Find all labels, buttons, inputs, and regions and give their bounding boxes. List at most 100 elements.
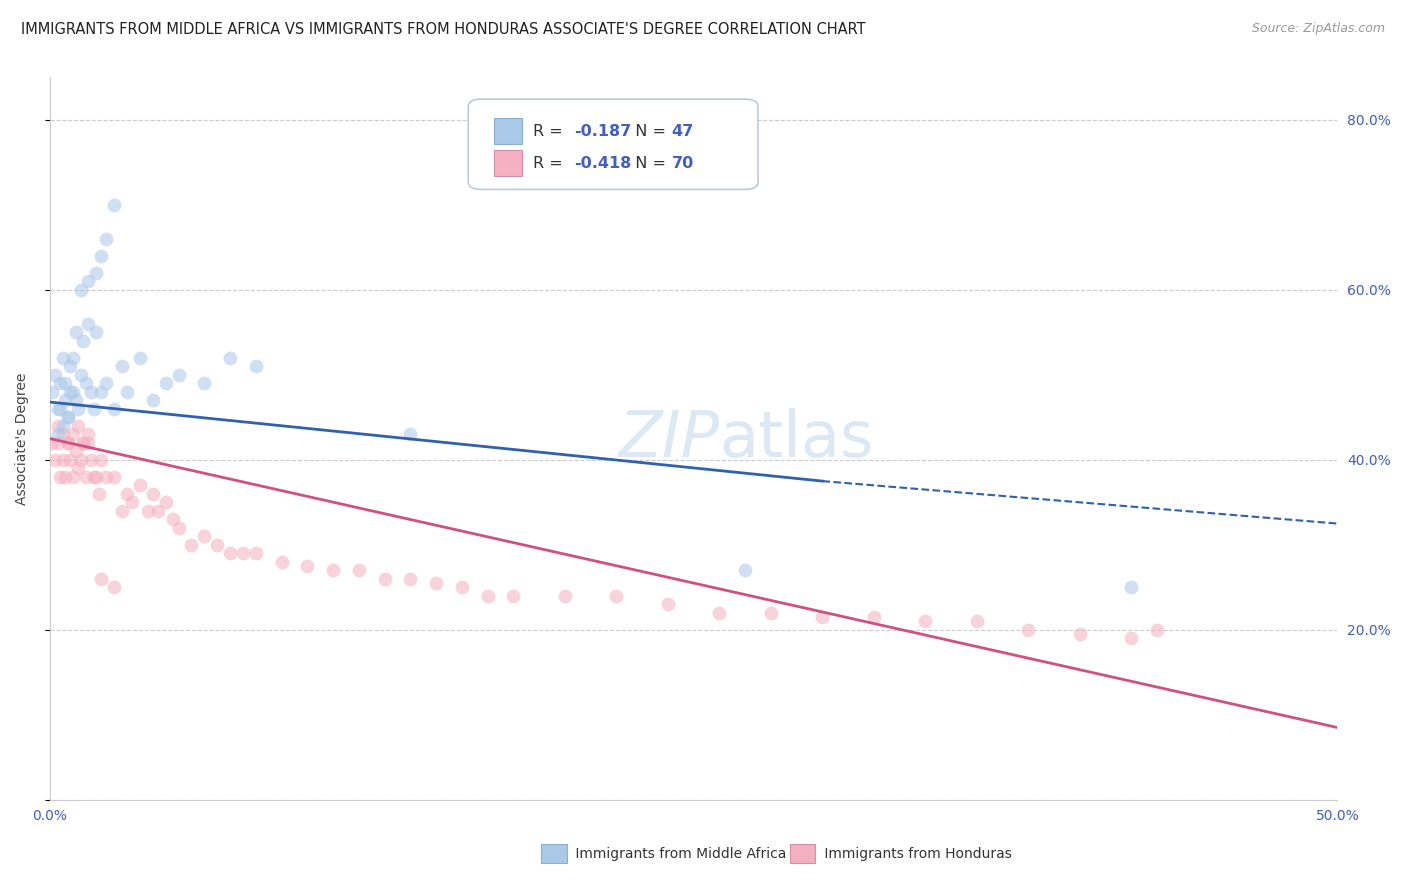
Point bbox=[84, 470, 107, 484]
Text: Source: ZipAtlas.com: Source: ZipAtlas.com bbox=[1251, 22, 1385, 36]
Point bbox=[142, 487, 165, 501]
Point bbox=[62, 384, 84, 399]
Text: IMMIGRANTS FROM MIDDLE AFRICA VS IMMIGRANTS FROM HONDURAS ASSOCIATE'S DEGREE COR: IMMIGRANTS FROM MIDDLE AFRICA VS IMMIGRA… bbox=[21, 22, 866, 37]
Point bbox=[49, 470, 72, 484]
Point bbox=[103, 198, 125, 212]
Point bbox=[103, 401, 125, 416]
Point bbox=[96, 232, 118, 246]
Point bbox=[103, 470, 125, 484]
Point bbox=[1146, 623, 1168, 637]
Point bbox=[67, 461, 90, 475]
Point bbox=[65, 444, 87, 458]
Text: -0.187: -0.187 bbox=[574, 124, 631, 139]
Point bbox=[322, 563, 344, 577]
Point bbox=[245, 359, 267, 374]
Point bbox=[77, 317, 100, 331]
Point bbox=[90, 453, 112, 467]
FancyBboxPatch shape bbox=[494, 150, 523, 177]
Point bbox=[49, 376, 72, 391]
Point bbox=[121, 495, 143, 509]
Point bbox=[450, 580, 472, 594]
Point bbox=[49, 401, 72, 416]
Point bbox=[232, 546, 254, 560]
Point bbox=[46, 418, 69, 433]
Point bbox=[863, 610, 886, 624]
Point bbox=[205, 538, 228, 552]
FancyBboxPatch shape bbox=[468, 99, 758, 189]
Point bbox=[374, 572, 396, 586]
Point bbox=[167, 368, 190, 382]
Point bbox=[75, 470, 97, 484]
Point bbox=[193, 376, 215, 391]
Point bbox=[52, 453, 75, 467]
Point bbox=[46, 435, 69, 450]
Point bbox=[129, 478, 152, 492]
Point bbox=[80, 453, 103, 467]
Point bbox=[96, 470, 118, 484]
Point bbox=[90, 572, 112, 586]
Point bbox=[297, 559, 319, 574]
Point bbox=[605, 589, 627, 603]
Point bbox=[52, 427, 75, 442]
Point bbox=[77, 427, 100, 442]
Point bbox=[46, 427, 69, 442]
Point bbox=[96, 376, 118, 391]
Point bbox=[193, 529, 215, 543]
Point bbox=[914, 615, 936, 629]
Point bbox=[44, 453, 66, 467]
FancyBboxPatch shape bbox=[494, 119, 523, 145]
Text: 70: 70 bbox=[672, 156, 695, 170]
Point bbox=[77, 435, 100, 450]
Point bbox=[56, 435, 79, 450]
Point bbox=[709, 606, 731, 620]
Point bbox=[59, 384, 82, 399]
Y-axis label: Associate's Degree: Associate's Degree bbox=[15, 373, 30, 505]
Point bbox=[62, 351, 84, 365]
Point bbox=[245, 546, 267, 560]
Point bbox=[111, 359, 134, 374]
Point bbox=[136, 504, 159, 518]
Point bbox=[759, 606, 782, 620]
Point bbox=[69, 283, 91, 297]
Point bbox=[75, 376, 97, 391]
Point bbox=[56, 435, 79, 450]
Point bbox=[77, 274, 100, 288]
Point bbox=[53, 393, 76, 408]
Point bbox=[44, 368, 66, 382]
Point bbox=[115, 487, 138, 501]
Point bbox=[72, 334, 94, 348]
Point bbox=[72, 435, 94, 450]
Point bbox=[83, 470, 105, 484]
Point bbox=[65, 393, 87, 408]
Point bbox=[90, 384, 112, 399]
Point bbox=[142, 393, 165, 408]
Point bbox=[87, 487, 110, 501]
Point bbox=[53, 470, 76, 484]
Point bbox=[72, 435, 94, 450]
Point bbox=[155, 495, 177, 509]
Point bbox=[111, 504, 134, 518]
Point bbox=[83, 401, 105, 416]
Point bbox=[219, 351, 242, 365]
Point bbox=[811, 610, 834, 624]
Point bbox=[41, 435, 63, 450]
Point bbox=[347, 563, 370, 577]
Point bbox=[41, 384, 63, 399]
Text: Immigrants from Honduras: Immigrants from Honduras bbox=[820, 847, 1011, 861]
Point bbox=[129, 351, 152, 365]
Text: Immigrants from Middle Africa: Immigrants from Middle Africa bbox=[571, 847, 786, 861]
Point bbox=[69, 368, 91, 382]
Text: -0.418: -0.418 bbox=[574, 156, 631, 170]
Text: ZIP: ZIP bbox=[619, 408, 720, 469]
Point bbox=[554, 589, 576, 603]
Point bbox=[270, 555, 292, 569]
Point bbox=[59, 359, 82, 374]
Point bbox=[155, 376, 177, 391]
Text: 47: 47 bbox=[672, 124, 695, 139]
Point bbox=[146, 504, 169, 518]
Text: R =: R = bbox=[533, 124, 568, 139]
Point bbox=[1121, 580, 1143, 594]
Point bbox=[56, 410, 79, 425]
Point bbox=[734, 563, 756, 577]
Point bbox=[1017, 623, 1039, 637]
